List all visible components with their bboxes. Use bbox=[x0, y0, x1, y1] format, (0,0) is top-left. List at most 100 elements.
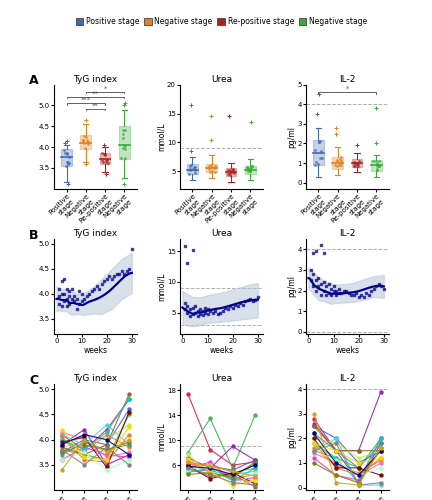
Point bbox=[66, 288, 73, 296]
Point bbox=[252, 296, 259, 304]
Point bbox=[98, 156, 105, 164]
Point bbox=[369, 158, 376, 166]
Point bbox=[64, 158, 71, 166]
FancyBboxPatch shape bbox=[313, 140, 324, 165]
Point bbox=[244, 163, 251, 171]
Point bbox=[65, 154, 72, 162]
FancyBboxPatch shape bbox=[333, 157, 343, 169]
Point bbox=[76, 300, 83, 308]
Point bbox=[219, 308, 226, 316]
Point bbox=[337, 156, 343, 164]
Point bbox=[224, 166, 231, 174]
Point bbox=[184, 260, 191, 268]
Point bbox=[330, 282, 337, 290]
Y-axis label: mmol/L: mmol/L bbox=[156, 272, 165, 300]
Point bbox=[245, 296, 251, 304]
Point bbox=[81, 139, 88, 147]
Point bbox=[202, 308, 209, 316]
Point bbox=[102, 156, 109, 164]
Point bbox=[121, 270, 128, 278]
Point bbox=[79, 136, 86, 143]
Point bbox=[249, 162, 256, 170]
Point bbox=[191, 308, 198, 316]
Point bbox=[247, 164, 254, 172]
Point bbox=[354, 162, 361, 170]
Point bbox=[122, 154, 129, 162]
Point bbox=[120, 126, 127, 134]
Point bbox=[199, 306, 206, 314]
Title: TyG index: TyG index bbox=[73, 229, 118, 238]
Point bbox=[83, 136, 90, 144]
Point bbox=[374, 160, 381, 168]
Y-axis label: mmol/L: mmol/L bbox=[156, 423, 165, 452]
Point bbox=[207, 163, 214, 171]
Point bbox=[191, 163, 198, 171]
Point bbox=[312, 276, 319, 284]
Point bbox=[315, 282, 322, 290]
Point bbox=[214, 310, 221, 318]
Point bbox=[380, 284, 387, 292]
Point bbox=[102, 158, 109, 166]
Point bbox=[103, 275, 110, 283]
Point bbox=[246, 167, 253, 175]
Point bbox=[100, 158, 107, 166]
Point bbox=[184, 308, 191, 316]
Point bbox=[308, 276, 314, 284]
Point bbox=[58, 278, 65, 285]
Point bbox=[108, 275, 115, 283]
Point bbox=[66, 159, 73, 167]
Point bbox=[376, 162, 383, 170]
Point bbox=[229, 168, 236, 175]
Title: IL-2: IL-2 bbox=[339, 229, 356, 238]
Point bbox=[325, 288, 332, 296]
Point bbox=[60, 146, 67, 154]
Point bbox=[66, 292, 73, 300]
Point bbox=[345, 288, 352, 296]
Point bbox=[187, 312, 194, 320]
Point bbox=[78, 290, 85, 298]
Point bbox=[181, 300, 188, 308]
Point bbox=[378, 282, 385, 290]
Point bbox=[111, 272, 118, 280]
Point bbox=[249, 298, 256, 306]
Point bbox=[68, 295, 75, 303]
Point bbox=[340, 286, 347, 294]
Point bbox=[227, 168, 234, 176]
Title: TyG index: TyG index bbox=[73, 75, 118, 84]
Point bbox=[64, 150, 70, 158]
Point bbox=[118, 154, 124, 162]
Point bbox=[102, 151, 109, 159]
Point bbox=[121, 145, 128, 153]
Point bbox=[227, 302, 234, 310]
Point bbox=[334, 156, 341, 164]
Point bbox=[320, 286, 327, 294]
Point bbox=[65, 158, 72, 166]
Point bbox=[352, 160, 359, 168]
Text: C: C bbox=[29, 374, 38, 386]
Point bbox=[313, 158, 320, 166]
Point bbox=[315, 138, 322, 145]
Point bbox=[373, 282, 380, 290]
Point bbox=[247, 295, 254, 303]
FancyBboxPatch shape bbox=[187, 164, 198, 174]
FancyBboxPatch shape bbox=[371, 160, 381, 171]
Point bbox=[81, 295, 88, 303]
Point bbox=[376, 157, 383, 165]
Text: *: * bbox=[346, 86, 349, 92]
Point bbox=[311, 146, 318, 154]
Point bbox=[194, 308, 201, 316]
Point bbox=[186, 166, 193, 173]
Point bbox=[184, 302, 191, 310]
X-axis label: weeks: weeks bbox=[83, 346, 108, 354]
Point bbox=[242, 298, 249, 306]
Point bbox=[226, 166, 233, 174]
Title: Urea: Urea bbox=[211, 75, 232, 84]
Point bbox=[350, 159, 357, 167]
Point bbox=[181, 242, 188, 250]
Point bbox=[353, 288, 359, 296]
Point bbox=[312, 248, 319, 256]
Point bbox=[244, 164, 251, 172]
Point bbox=[318, 241, 324, 249]
Point bbox=[190, 166, 197, 173]
Y-axis label: pg/ml: pg/ml bbox=[287, 126, 296, 148]
